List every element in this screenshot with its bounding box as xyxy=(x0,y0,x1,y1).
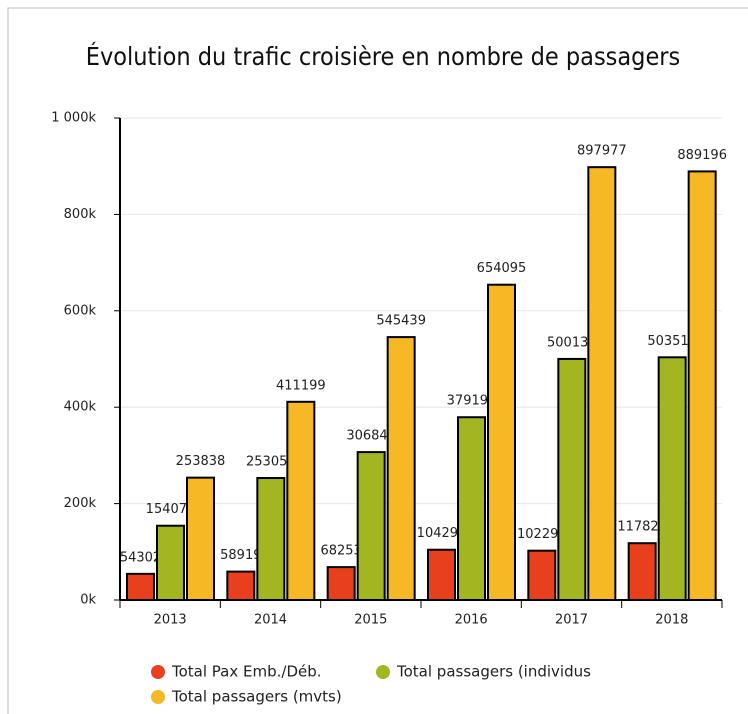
value-label: 654095 xyxy=(477,261,527,276)
bar xyxy=(657,356,687,601)
value-label: 897977 xyxy=(577,144,627,159)
bar xyxy=(386,336,416,601)
x-tick-label: 2014 xyxy=(254,613,287,628)
value-label: 253059 xyxy=(246,455,296,470)
x-tick-label: 2017 xyxy=(555,613,588,628)
value-label: 68253 xyxy=(320,544,361,559)
value-label: 545439 xyxy=(376,314,426,329)
bar xyxy=(226,570,256,601)
value-label: 154070 xyxy=(146,502,196,517)
x-tick-label: 2013 xyxy=(154,613,187,628)
y-tick-label: 1 000k xyxy=(51,111,96,126)
value-label: 500137 xyxy=(547,335,597,350)
legend-swatch xyxy=(151,690,165,704)
bar xyxy=(286,400,316,602)
frame xyxy=(7,7,748,714)
bar xyxy=(457,416,486,601)
bar xyxy=(326,566,356,601)
value-label: 104293 xyxy=(417,526,467,541)
bar xyxy=(156,524,185,602)
bar xyxy=(627,542,657,602)
y-tick-label: 200k xyxy=(64,496,97,511)
y-tick-label: 400k xyxy=(64,400,97,415)
legend-swatch xyxy=(151,665,165,679)
value-label: 117824 xyxy=(617,520,667,535)
value-label: 306846 xyxy=(346,429,396,444)
bar xyxy=(587,166,617,601)
x-tick-label: 2018 xyxy=(655,613,688,628)
x-tick-label: 2016 xyxy=(455,613,488,628)
legend-label: Total passagers (individus xyxy=(396,663,591,681)
bar xyxy=(527,549,557,602)
value-label: 253838 xyxy=(176,454,226,469)
legend-swatch xyxy=(376,665,390,679)
legend-label: Total passagers (mvts) xyxy=(171,688,342,706)
bar xyxy=(427,548,456,601)
bar xyxy=(126,572,155,601)
value-label: 58919 xyxy=(220,548,261,563)
value-label: 54302 xyxy=(120,550,161,565)
bar xyxy=(687,170,717,601)
value-label: 411199 xyxy=(276,378,326,393)
value-label: 102297 xyxy=(517,527,567,542)
x-tick-label: 2015 xyxy=(354,613,387,628)
bar xyxy=(356,451,386,601)
bar xyxy=(557,357,587,601)
value-label: 889196 xyxy=(677,148,727,163)
y-tick-label: 600k xyxy=(64,303,97,318)
y-tick-label: 0k xyxy=(80,593,96,608)
bar xyxy=(256,477,286,602)
y-tick-label: 800k xyxy=(64,207,97,222)
chart-title: Évolution du trafic croisière en nombre … xyxy=(86,42,681,71)
legend-label: Total Pax Emb./Déb. xyxy=(171,663,322,681)
bar xyxy=(186,476,215,601)
bar xyxy=(487,283,516,601)
value-label: 503510 xyxy=(647,334,697,349)
value-label: 379194 xyxy=(447,394,497,409)
